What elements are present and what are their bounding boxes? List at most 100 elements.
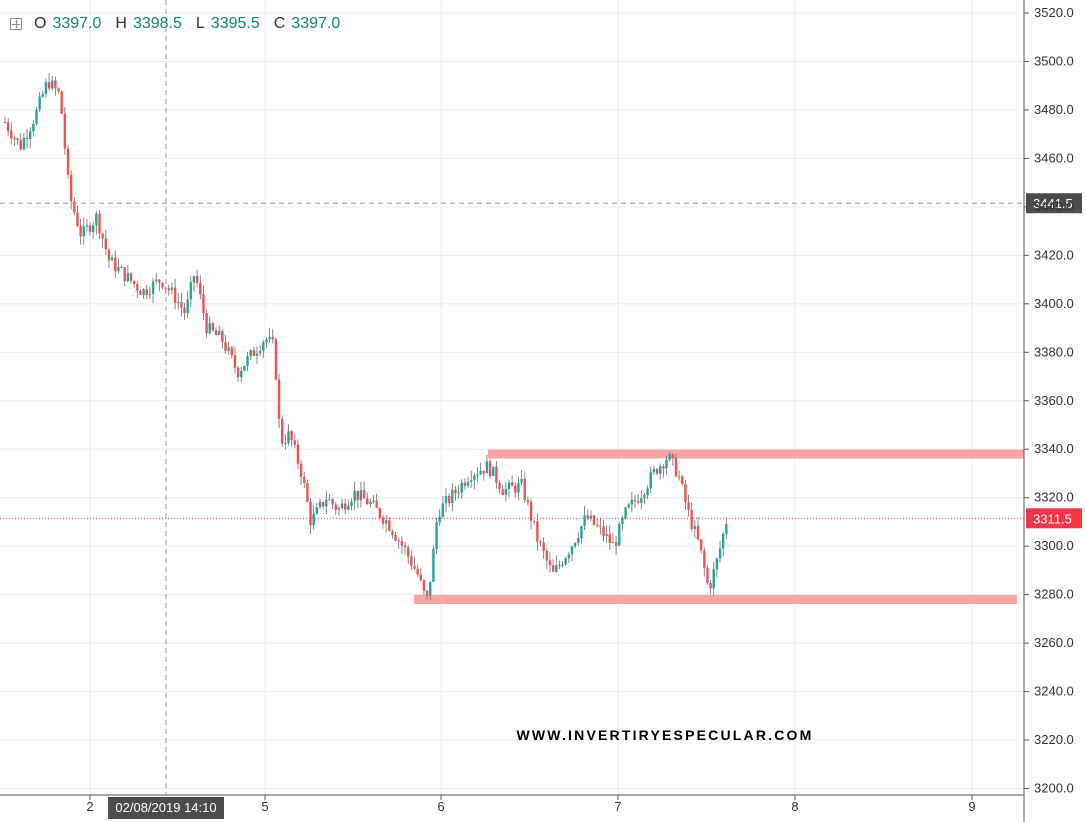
candle-body (356, 490, 359, 501)
candle-body (129, 273, 133, 281)
candle-body (684, 483, 687, 503)
zones (414, 449, 1024, 604)
candle-body (189, 282, 193, 300)
ohlc-legend: O 3397.0 H 3398.5 L 3395.5 C 3397.0 (10, 15, 348, 33)
candle-body (161, 282, 164, 288)
candle-body (391, 530, 394, 536)
x-tick-label: 8 (791, 799, 798, 814)
candle-body (504, 488, 508, 495)
candle-body (13, 138, 16, 140)
close-label: C (273, 15, 286, 32)
candle-body (596, 524, 599, 526)
candle-body (41, 94, 44, 97)
candle-body (252, 350, 256, 356)
candle-body (88, 225, 92, 233)
candle-body (35, 109, 38, 124)
candle-body (255, 353, 259, 356)
candle-body (296, 444, 300, 464)
candle-body (722, 533, 725, 549)
candle-body (375, 500, 378, 508)
candle-body (400, 541, 404, 546)
candle-body (54, 80, 57, 89)
candle-body (378, 507, 382, 518)
low-value: 3395.5 (210, 15, 260, 32)
crosshair-price-label: 3441.5 (1033, 196, 1073, 211)
candle-body (85, 225, 89, 227)
y-tick-label: 3320.0 (1034, 490, 1074, 505)
crosshair-date-label: 02/08/2019 14:10 (115, 800, 216, 815)
candle-body (47, 82, 51, 89)
candle-body (230, 347, 233, 356)
candle-body (359, 490, 363, 501)
candle-body (451, 489, 454, 504)
candle-body (718, 548, 722, 559)
candle-body (117, 266, 120, 272)
open-label: O (34, 15, 47, 32)
y-tick-label: 3380.0 (1034, 344, 1074, 359)
candle-body (482, 470, 485, 474)
candle-body (706, 567, 709, 584)
y-tick-label: 3260.0 (1034, 635, 1074, 650)
candle-body (476, 474, 479, 476)
candle-body (303, 476, 306, 484)
candle-body (564, 558, 567, 565)
candle-body (214, 330, 218, 335)
candle-body (328, 499, 331, 501)
candle-body (369, 502, 372, 505)
expand-icon[interactable] (10, 18, 22, 30)
candle-body (195, 276, 199, 283)
candle-body (132, 280, 136, 284)
candle-body (643, 495, 646, 499)
candle-body (290, 431, 293, 441)
candle-body (312, 513, 315, 526)
candle-body (573, 542, 577, 547)
candle-body (659, 466, 662, 474)
y-tick-label: 3340.0 (1034, 441, 1074, 456)
candle-body (22, 137, 26, 150)
candle-body (460, 482, 463, 493)
candle-body (589, 515, 593, 519)
y-tick-label: 3500.0 (1034, 53, 1074, 68)
candle-body (309, 501, 312, 526)
crosshair-price-badge (1026, 193, 1082, 214)
candle-body (306, 483, 309, 502)
candle-body (362, 490, 366, 499)
candle-body (63, 113, 67, 149)
candle-body (19, 139, 22, 150)
candle-body (139, 290, 142, 295)
candle-body (630, 499, 634, 505)
candle-body (696, 526, 700, 540)
candle-body (366, 498, 369, 505)
candle-body (350, 501, 353, 507)
candle-body (419, 574, 422, 581)
candle-body (25, 137, 29, 139)
candle-body (665, 459, 668, 469)
candle-body (183, 307, 186, 314)
candle-body (725, 524, 728, 534)
zone-support (414, 594, 1017, 604)
candle-body (498, 482, 501, 490)
candle-body (315, 507, 319, 514)
candle-body (394, 535, 397, 541)
high-label: H (115, 15, 127, 32)
candle-body (148, 294, 152, 296)
candle-body (192, 276, 196, 283)
candle-body (536, 521, 539, 542)
candle-body (425, 590, 429, 596)
candle-body (233, 355, 237, 368)
crosshair-date-badge (108, 797, 224, 819)
candle-body (353, 490, 356, 502)
candle-body (397, 540, 400, 542)
candle-body (646, 488, 649, 496)
candle-body (577, 538, 580, 543)
y-tick-label: 3220.0 (1034, 732, 1074, 747)
candle-body (690, 509, 693, 529)
candle-body (529, 501, 533, 521)
x-tick-label: 6 (437, 799, 444, 814)
candle-body (126, 273, 130, 282)
x-tick-label: 7 (614, 799, 621, 814)
y-tick-label: 3420.0 (1034, 247, 1074, 262)
